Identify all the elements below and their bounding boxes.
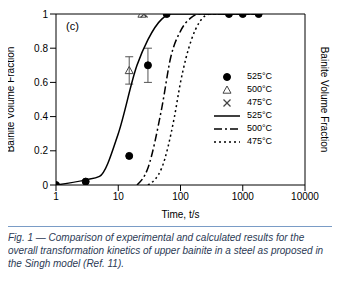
html-text:Fig. 1 — Comparison of experim: Fig. 1 — Comparison of experimental and … — [8, 232, 324, 269]
html-text:(c): (c) — [66, 20, 79, 32]
svg-text:0.8: 0.8 — [34, 43, 48, 54]
svg-text:0.6: 0.6 — [34, 77, 48, 88]
svg-text:1: 1 — [42, 9, 48, 20]
svg-text:10000: 10000 — [291, 191, 319, 202]
svg-text:10: 10 — [113, 191, 125, 202]
svg-text:1: 1 — [53, 191, 59, 202]
svg-text:0: 0 — [42, 180, 48, 191]
svg-text:1000: 1000 — [232, 191, 255, 202]
html-text:475°C: 475°C — [247, 97, 273, 107]
html-text:475°C: 475°C — [247, 136, 273, 146]
svg-text:Bainite Volume Fraction: Bainite Volume Fraction — [8, 47, 16, 153]
svg-text:0.2: 0.2 — [34, 145, 48, 156]
html-text:525°C: 525°C — [247, 110, 273, 120]
svg-text:Time, t/s: Time, t/s — [162, 209, 200, 220]
html-text:525°C: 525°C — [247, 71, 273, 81]
html-text:500°C: 500°C — [247, 84, 273, 94]
svg-text:0.4: 0.4 — [34, 111, 48, 122]
html-text:500°C: 500°C — [247, 123, 273, 133]
svg-text:Bainite Volume Fraction: Bainite Volume Fraction — [319, 47, 330, 153]
svg-text:100: 100 — [172, 191, 189, 202]
